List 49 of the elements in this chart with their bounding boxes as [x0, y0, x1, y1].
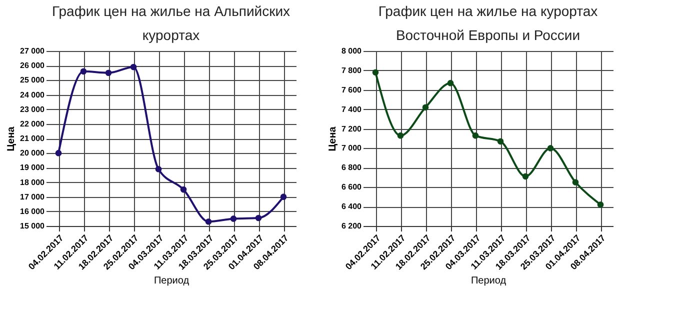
y-tick-label: 7 000 [341, 144, 362, 153]
y-tick-label: 15 000 [20, 222, 46, 230]
point [180, 186, 187, 193]
y-tick-label: 26 000 [20, 61, 46, 70]
point [255, 214, 262, 222]
y-tick-label: 21 000 [20, 134, 46, 143]
y-tick-label: 17 000 [20, 192, 46, 202]
y-tick-label: 6 600 [341, 182, 362, 192]
y-tick-label: 7 800 [341, 66, 362, 75]
point [55, 150, 62, 156]
y-tick-label: 6 400 [341, 202, 362, 212]
point [472, 132, 479, 139]
point [497, 138, 504, 145]
y-axis-title: Цена [327, 126, 338, 152]
point [547, 145, 554, 152]
point [422, 104, 429, 111]
y-tick-label: 8 000 [341, 46, 362, 56]
point [230, 216, 237, 222]
y-tick-label: 7 200 [341, 124, 362, 134]
point [130, 64, 137, 70]
y-tick-label: 7 600 [341, 85, 362, 94]
y-tick-label: 22 000 [20, 119, 46, 128]
x-axis-title: Период [154, 276, 190, 287]
y-tick-label: 18 000 [20, 178, 46, 187]
chart-title: График цен на жилье на курортах Восточной Европы и России [378, 3, 598, 43]
point [155, 166, 162, 172]
y-tick-label: 24 000 [20, 90, 46, 100]
chart-title: График цен на жилье на Альпийских курортах [52, 3, 290, 43]
point [447, 80, 454, 86]
y-tick-label: 19 000 [20, 163, 46, 172]
y-tick-label: 7 400 [341, 104, 362, 114]
point [80, 68, 87, 75]
point [397, 132, 404, 139]
x-axis-title: Период [470, 276, 506, 287]
y-tick-label: 23 000 [20, 104, 46, 114]
point [572, 179, 579, 186]
y-tick-label: 6 800 [341, 163, 362, 172]
y-tick-label: 25 000 [20, 76, 46, 85]
point [372, 69, 379, 76]
y-axis-title: Цена [6, 126, 18, 152]
point [597, 201, 604, 208]
y-tick-label: 20 000 [20, 148, 46, 158]
y-tick-label: 6 200 [341, 222, 362, 230]
point [522, 173, 529, 180]
point [280, 194, 287, 200]
y-tick-label: 27 000 [20, 46, 46, 56]
y-tick-label: 16 000 [20, 206, 46, 216]
point [105, 70, 112, 76]
point [205, 218, 212, 225]
